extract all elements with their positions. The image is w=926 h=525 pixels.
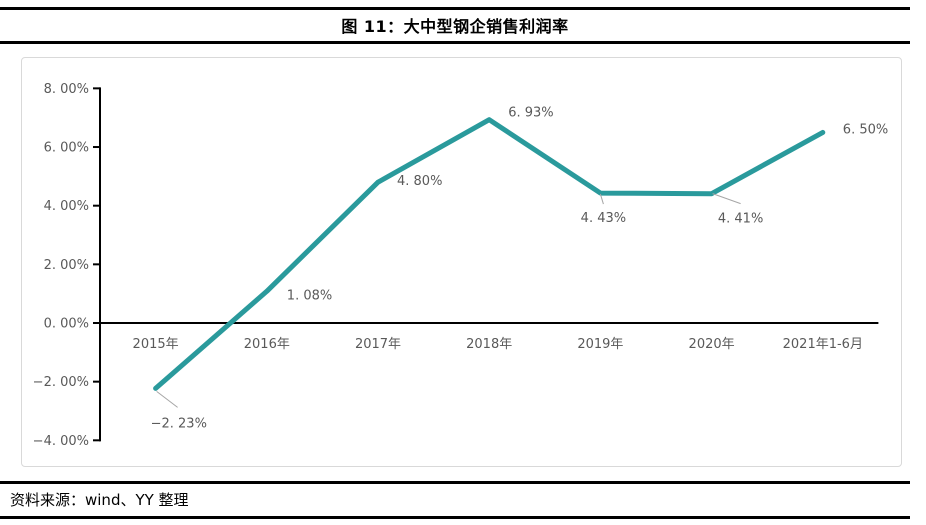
profit-margin-chart: 8. 00% 6. 00% 4. 00% 2. 00% 0. 00% −2. 00% −4.… xyxy=(21,57,902,467)
y-tick-label: 0. 00% xyxy=(44,317,89,332)
data-label: 1. 08% xyxy=(287,288,332,303)
y-tick-label: −2. 00% xyxy=(33,375,89,390)
data-label: 4. 43% xyxy=(581,211,626,226)
data-source-note: 资料来源：wind、YY 整理 xyxy=(10,491,189,509)
x-tick-label: 2016年 xyxy=(244,337,290,352)
y-tick-label: 6. 00% xyxy=(44,141,89,156)
data-line xyxy=(153,117,826,391)
data-label: −2. 23% xyxy=(151,416,207,431)
x-tick-label: 2018年 xyxy=(466,337,512,352)
title-bottom-divider xyxy=(0,41,910,44)
y-tick-label: 4. 00% xyxy=(44,199,89,214)
x-tick-label: 2021年1-6月 xyxy=(783,337,863,352)
x-tick-label: 2017年 xyxy=(355,337,401,352)
y-tick-label: 8. 00% xyxy=(44,82,89,97)
label-leader-line xyxy=(156,391,178,408)
top-divider xyxy=(0,7,910,10)
data-label: 6. 50% xyxy=(843,122,888,137)
x-tick-label: 2019年 xyxy=(577,337,623,352)
y-tick-label: 2. 00% xyxy=(44,258,89,273)
chart-canvas: 8. 00% 6. 00% 4. 00% 2. 00% 0. 00% −2. 00% −4.… xyxy=(33,82,889,449)
x-tick-label: 2015年 xyxy=(133,337,179,352)
bottom-divider xyxy=(0,516,910,519)
y-tick-label: −4. 00% xyxy=(33,434,89,449)
label-leader-line xyxy=(712,193,741,205)
data-label: 4. 80% xyxy=(397,174,442,189)
data-label: 4. 41% xyxy=(718,212,763,227)
figure-title: 图 11：大中型钢企销售利润率 xyxy=(341,17,569,36)
label-leader-line xyxy=(599,193,604,205)
source-top-divider xyxy=(0,481,910,484)
x-tick-label: 2020年 xyxy=(689,337,735,352)
data-label: 6. 93% xyxy=(508,106,553,121)
